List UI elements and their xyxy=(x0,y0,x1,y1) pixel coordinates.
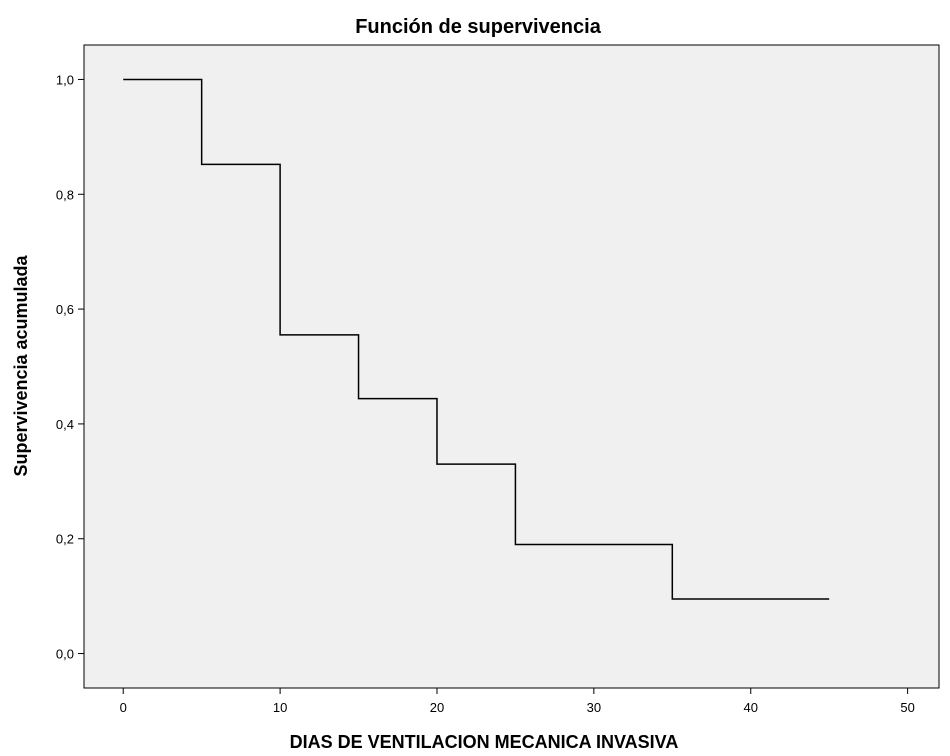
x-tick-label: 10 xyxy=(273,700,287,715)
x-axis-label: DIAS DE VENTILACION MECANICA INVASIVA xyxy=(290,732,679,752)
x-tick-label: 40 xyxy=(744,700,758,715)
x-axis: 0 10 20 30 40 50 xyxy=(120,688,915,715)
y-tick-label: 1,0 xyxy=(56,72,74,87)
y-axis-label: Supervivencia acumulada xyxy=(11,254,31,476)
y-tick-label: 0,0 xyxy=(56,647,74,662)
y-tick-label: 0,4 xyxy=(56,417,74,432)
x-tick-label: 30 xyxy=(587,700,601,715)
x-tick-label: 50 xyxy=(900,700,914,715)
y-tick-label: 0,2 xyxy=(56,532,74,547)
y-axis: 0,0 0,2 0,4 0,6 0,8 1,0 xyxy=(56,72,84,662)
x-tick-label: 0 xyxy=(120,700,127,715)
x-tick-label: 20 xyxy=(430,700,444,715)
y-tick-label: 0,6 xyxy=(56,302,74,317)
survival-step-line xyxy=(123,78,830,600)
series-layer xyxy=(123,78,830,600)
y-tick-label: 0,8 xyxy=(56,187,74,202)
chart-title: Función de supervivencia xyxy=(355,16,602,38)
plot-area xyxy=(83,44,940,689)
